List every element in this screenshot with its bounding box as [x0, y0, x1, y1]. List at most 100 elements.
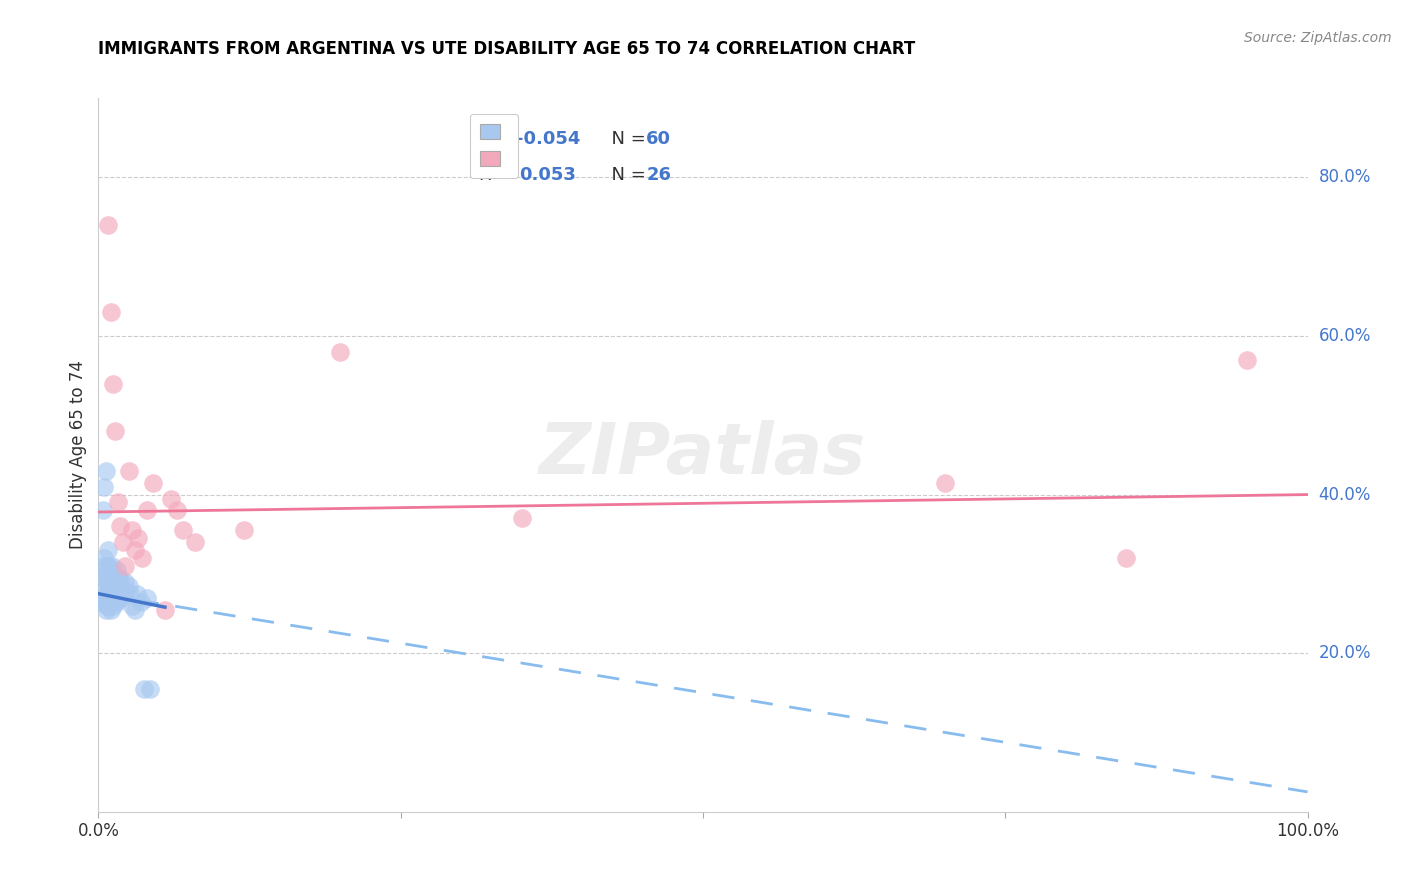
Point: [100, 579, 122, 593]
Point: [104, 591, 127, 605]
Point: [97, 571, 120, 585]
Point: [94, 602, 117, 616]
Point: [101, 599, 124, 613]
Point: [108, 574, 131, 589]
Point: [101, 376, 124, 391]
Point: [329, 344, 352, 359]
Point: [91, 558, 114, 573]
Point: [111, 582, 134, 597]
Point: [121, 599, 143, 613]
Point: [97, 599, 120, 613]
Point: [104, 424, 127, 438]
Point: [124, 602, 146, 616]
Point: [98, 594, 121, 608]
Point: [124, 543, 146, 558]
Point: [97, 582, 120, 597]
Text: 26: 26: [647, 166, 671, 184]
Point: [101, 582, 124, 597]
Point: [127, 587, 149, 601]
Y-axis label: Disability Age 65 to 74: Disability Age 65 to 74: [69, 360, 87, 549]
Point: [118, 587, 141, 601]
Point: [91, 503, 114, 517]
Point: [96, 558, 118, 573]
Point: [118, 579, 141, 593]
Text: 80.0%: 80.0%: [1319, 169, 1371, 186]
Text: IMMIGRANTS FROM ARGENTINA VS UTE DISABILITY AGE 65 TO 74 CORRELATION CHART: IMMIGRANTS FROM ARGENTINA VS UTE DISABIL…: [98, 40, 915, 58]
Text: N =: N =: [600, 166, 652, 184]
Point: [121, 523, 143, 537]
Point: [96, 599, 118, 613]
Point: [112, 587, 135, 601]
Point: [135, 591, 157, 605]
Point: [90, 594, 112, 608]
Text: 20.0%: 20.0%: [1319, 644, 1371, 662]
Point: [134, 681, 156, 696]
Point: [114, 574, 136, 589]
Point: [153, 602, 176, 616]
Text: ZIPatlas: ZIPatlas: [540, 420, 866, 490]
Point: [96, 574, 118, 589]
Point: [93, 480, 115, 494]
Point: [184, 535, 207, 549]
Point: [93, 594, 115, 608]
Point: [96, 587, 118, 601]
Point: [118, 464, 141, 478]
Point: [110, 591, 132, 605]
Point: [91, 582, 114, 597]
Point: [105, 563, 128, 577]
Point: [100, 587, 122, 601]
Point: [97, 543, 120, 558]
Point: [160, 491, 183, 506]
Point: [131, 551, 153, 566]
Point: [108, 519, 131, 533]
Point: [172, 523, 194, 537]
Text: 40.0%: 40.0%: [1319, 485, 1371, 504]
Point: [100, 571, 122, 585]
Text: 0.053: 0.053: [519, 166, 576, 184]
Point: [108, 591, 131, 605]
Point: [94, 566, 117, 581]
Point: [108, 571, 131, 585]
Point: [142, 475, 165, 490]
Point: [107, 587, 129, 601]
Point: [93, 551, 115, 566]
Point: [934, 475, 956, 490]
Point: [101, 566, 124, 581]
Point: [98, 579, 121, 593]
Point: [111, 535, 134, 549]
Text: R =: R =: [479, 166, 524, 184]
Point: [103, 594, 125, 608]
Point: [1236, 352, 1258, 367]
Point: [100, 558, 122, 573]
Point: [107, 571, 129, 585]
Point: [129, 594, 152, 608]
Point: [104, 571, 127, 585]
Point: [93, 571, 115, 585]
Point: [232, 523, 254, 537]
Point: [94, 464, 117, 478]
Point: [115, 582, 138, 597]
Text: R =: R =: [479, 130, 519, 148]
Text: -0.054: -0.054: [516, 130, 579, 148]
Point: [105, 579, 128, 593]
Point: [1115, 551, 1137, 566]
Point: [105, 594, 128, 608]
Point: [91, 591, 114, 605]
Point: [166, 503, 188, 517]
Point: [127, 531, 149, 545]
Point: [135, 503, 157, 517]
Point: [100, 602, 122, 616]
Point: [510, 511, 533, 525]
Text: 60.0%: 60.0%: [1319, 327, 1371, 345]
Point: [107, 495, 129, 509]
Point: [98, 558, 121, 573]
Point: [103, 574, 125, 589]
Point: [100, 594, 122, 608]
Point: [97, 218, 120, 232]
Point: [94, 591, 117, 605]
Text: Source: ZipAtlas.com: Source: ZipAtlas.com: [1244, 31, 1392, 45]
Text: 60: 60: [647, 130, 671, 148]
Point: [114, 558, 136, 573]
Text: N =: N =: [600, 130, 652, 148]
Point: [108, 587, 131, 601]
